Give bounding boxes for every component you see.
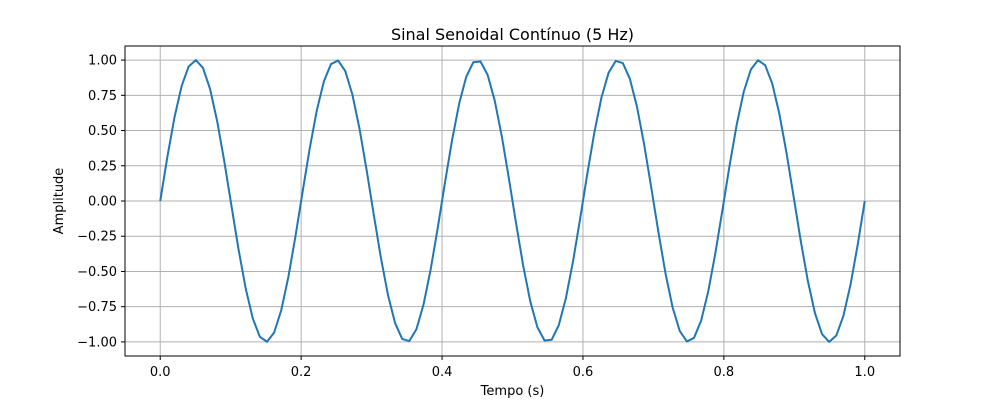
sine-wave-series [159, 59, 866, 343]
y-tick-label: 0.25 [88, 159, 117, 174]
y-tick-label: −1.00 [77, 335, 117, 350]
y-tick-label: 0.75 [88, 89, 117, 104]
x-tick-label: 0.8 [714, 365, 735, 380]
y-axis-label: Amplitude [52, 168, 67, 235]
x-tick-label: 0.4 [432, 365, 453, 380]
x-axis-label: Tempo (s) [480, 384, 545, 399]
x-tick-label: 0.0 [150, 365, 171, 380]
y-tick-label: −0.50 [77, 265, 117, 280]
chart-title: Sinal Senoidal Contínuo (5 Hz) [391, 25, 634, 44]
x-tick-label: 1.0 [854, 365, 875, 380]
x-axis-ticks: 0.0 0.2 0.4 0.6 0.8 1.0 [150, 356, 875, 380]
y-tick-label: 0.50 [88, 124, 117, 139]
y-tick-label: −0.75 [77, 300, 117, 315]
x-tick-label: 0.6 [573, 365, 594, 380]
series-layer [159, 59, 866, 343]
x-tick-label: 0.2 [291, 365, 312, 380]
y-tick-label: −0.25 [77, 230, 117, 245]
y-tick-label: 0.00 [88, 195, 117, 210]
y-axis-ticks: −1.00 −0.75 −0.50 −0.25 0.00 0.25 0.50 0.75 1.00 [77, 54, 125, 350]
y-tick-label: 1.00 [88, 54, 117, 69]
